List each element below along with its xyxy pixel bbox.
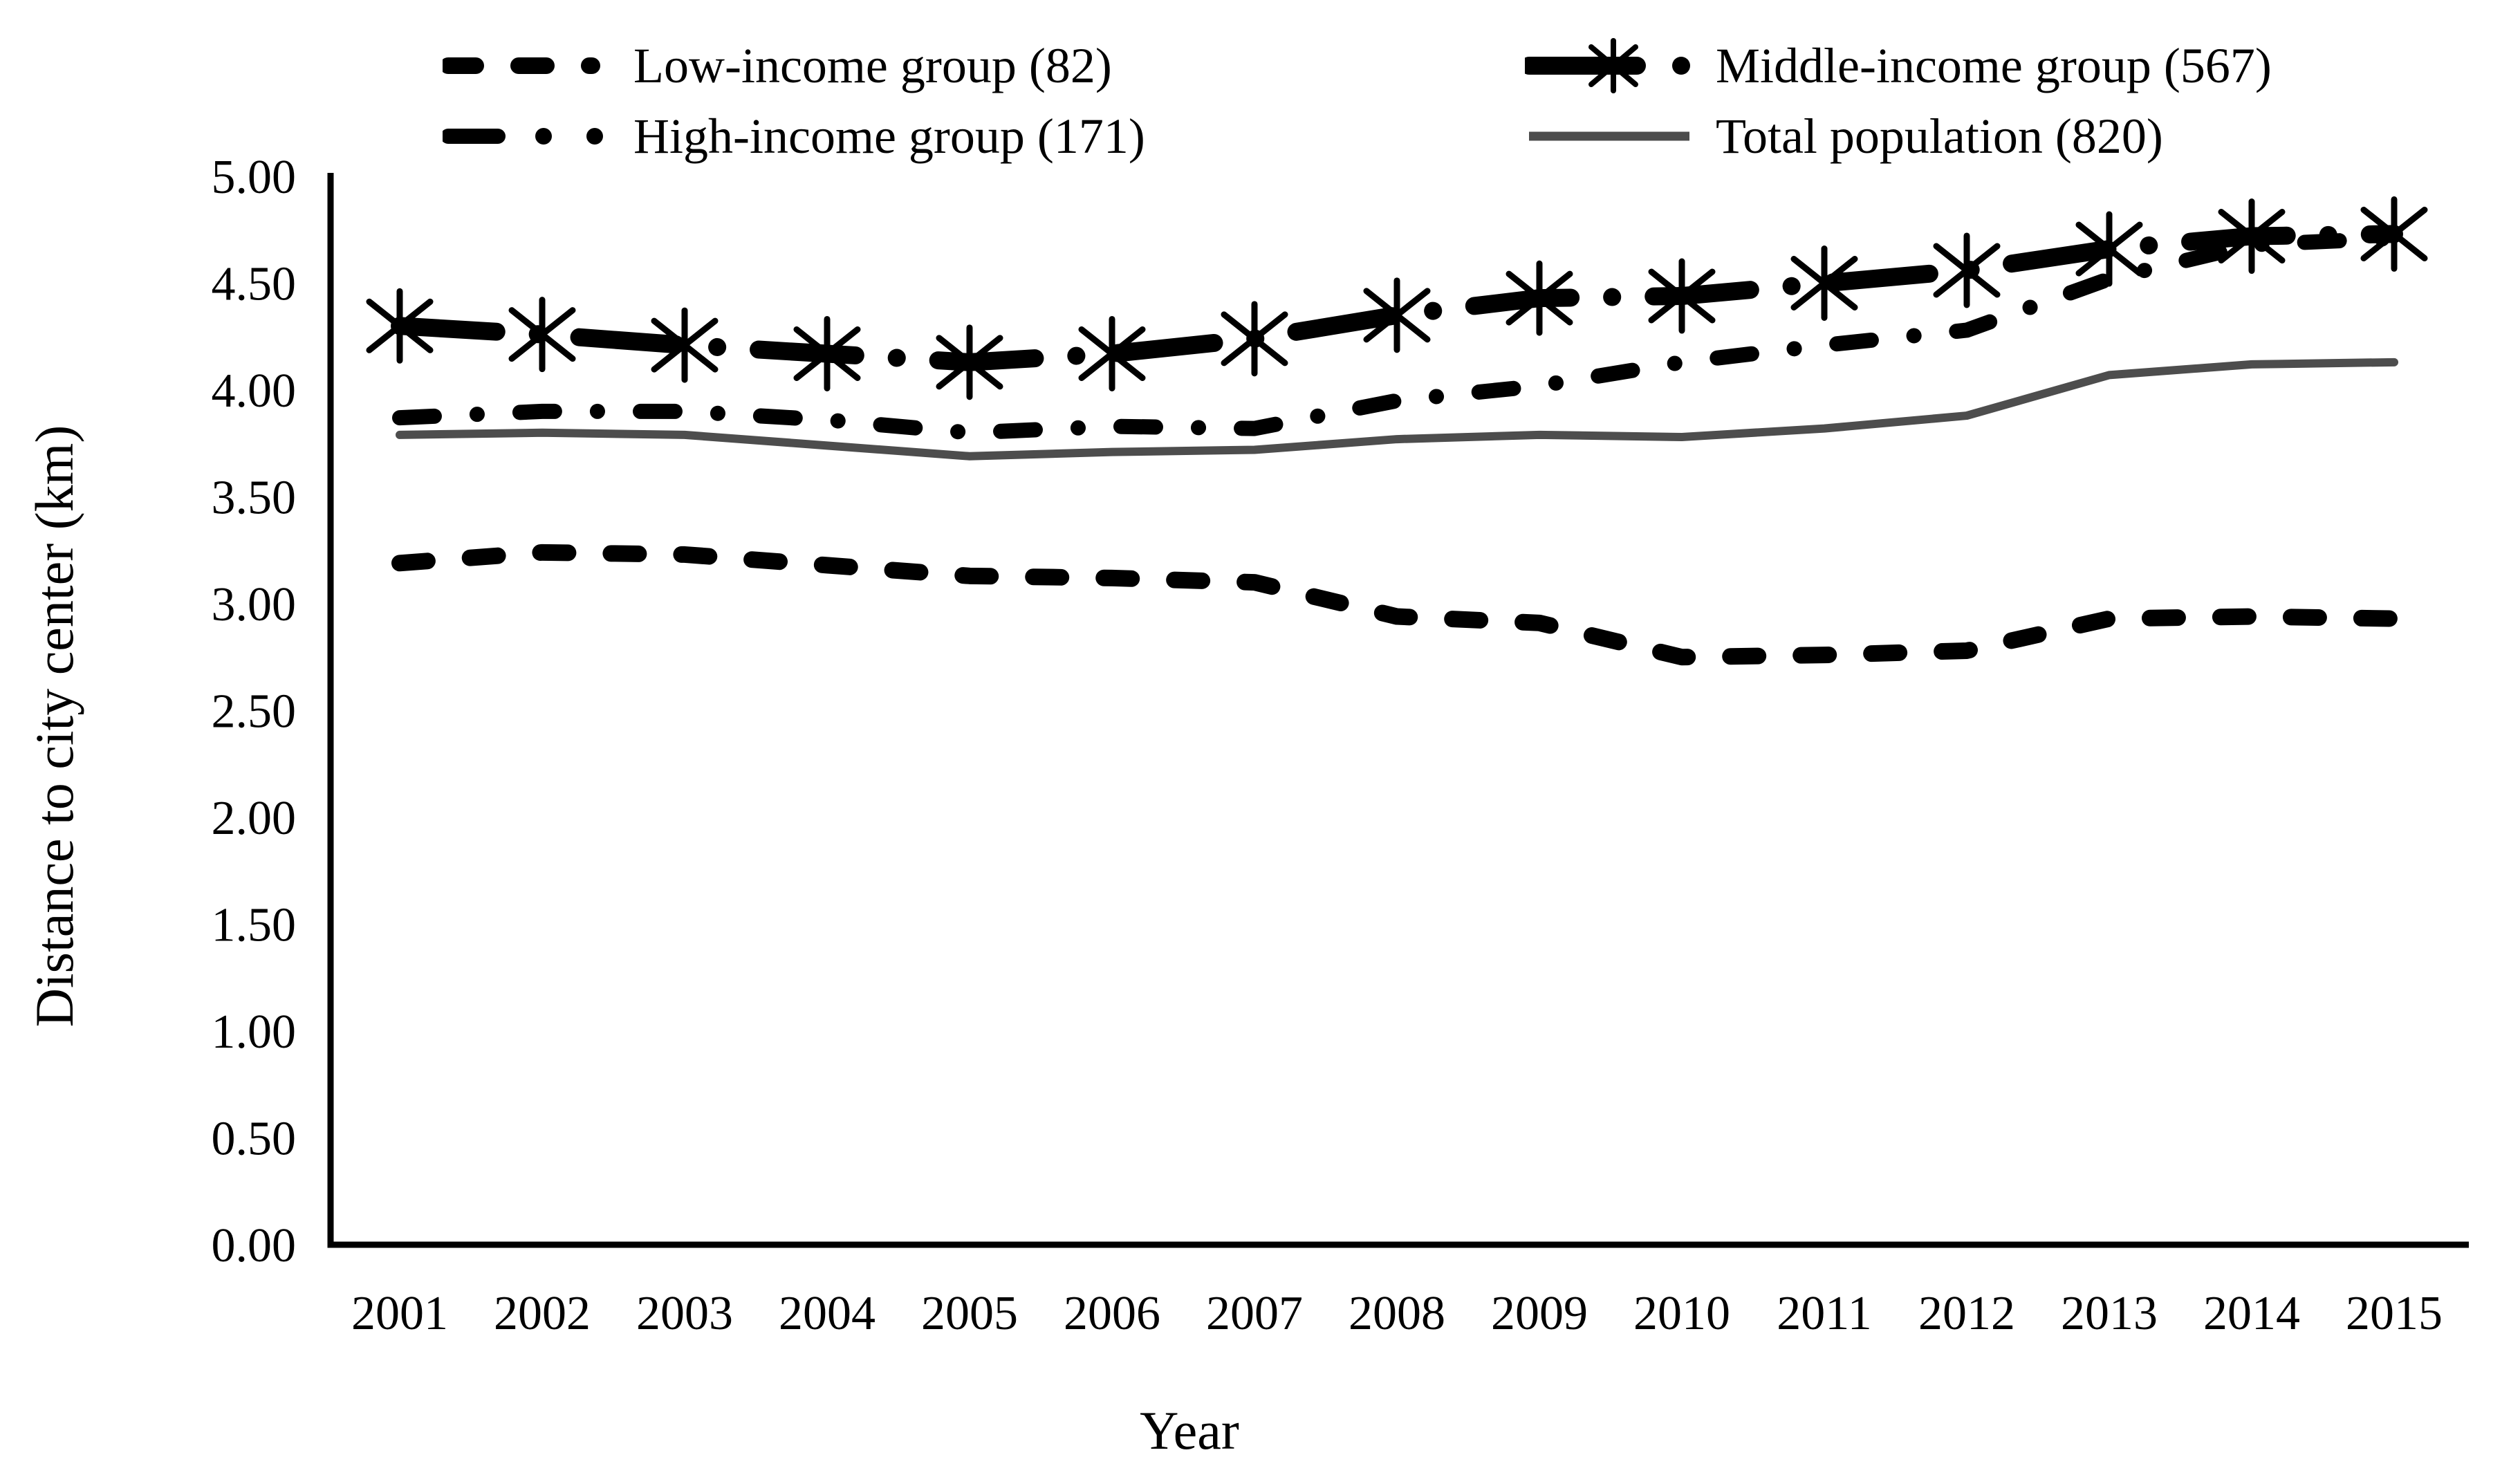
y-tick-label: 3.50: [212, 472, 297, 525]
asterisk-marker-icon: [1078, 315, 1146, 391]
asterisk-marker-icon: [1221, 301, 1288, 377]
asterisk-marker-icon: [2360, 196, 2428, 272]
x-tick-label: 2006: [1064, 1287, 1160, 1340]
y-tick-label: 5.00: [212, 151, 297, 204]
x-tick-label: 2008: [1349, 1287, 1445, 1340]
asterisk-marker-icon: [936, 324, 1003, 400]
x-tick-label: 2003: [636, 1287, 733, 1340]
y-tick-label: 4.50: [212, 258, 297, 311]
x-tick-label: 2009: [1491, 1287, 1588, 1340]
x-tick-label: 2004: [779, 1287, 875, 1340]
asterisk-marker-icon: [651, 307, 719, 383]
x-tick-label: 2005: [921, 1287, 1018, 1340]
asterisk-marker-icon: [1648, 258, 1716, 334]
asterisk-marker-icon: [793, 315, 861, 391]
x-axis-title: Year: [1140, 1400, 1239, 1460]
y-tick-label: 4.00: [212, 364, 297, 418]
legend-swatch-high-income-icon: [443, 128, 603, 145]
legend-item-low-income: Low-income group (82): [443, 38, 1112, 93]
legend-swatch-middle-income-icon: [1525, 38, 1690, 93]
y-tick-label: 1.50: [212, 899, 297, 952]
x-tick-label: 2015: [2346, 1287, 2443, 1340]
y-tick-label: 3.00: [212, 578, 297, 631]
x-tick-label: 2002: [494, 1287, 591, 1340]
legend-label-middle-income: Middle-income group (567): [1716, 37, 2272, 93]
x-tick-label: 2011: [1777, 1287, 1871, 1340]
legend-label-low-income: Low-income group (82): [633, 37, 1112, 93]
x-tick-label: 2001: [351, 1287, 448, 1340]
asterisk-marker-icon: [1790, 245, 1858, 321]
legend-item-middle-income: Middle-income group (567): [1525, 38, 2272, 93]
asterisk-marker-icon: [366, 288, 434, 364]
asterisk-marker-icon: [2075, 211, 2143, 287]
y-axis-title: Distance to city center (km): [24, 425, 84, 1028]
series-line-total-population-820-: [396, 358, 2398, 461]
legend-label-total-population: Total population (820): [1716, 108, 2163, 164]
series-line-high-income-group-171-: [392, 230, 2402, 440]
legend-swatch-total-population-icon: [1529, 131, 1689, 141]
legend-label-high-income: High-income group (171): [633, 108, 1145, 164]
legend-swatch-low-income-icon: [443, 57, 600, 74]
asterisk-marker-icon: [1505, 260, 1573, 336]
y-tick-label: 0.50: [212, 1113, 297, 1166]
asterisk-marker-icon: [1933, 232, 2001, 308]
asterisk-marker-icon: [1363, 277, 1431, 353]
legend-item-total-population: Total population (820): [1525, 109, 2163, 164]
x-tick-label: 2013: [2061, 1287, 2158, 1340]
axis-lines: [327, 173, 2469, 1248]
legend-item-high-income: High-income group (171): [443, 109, 1145, 164]
y-tick-label: 2.50: [212, 685, 297, 739]
asterisk-marker-icon: [2218, 198, 2286, 275]
x-tick-label: 2012: [1918, 1287, 2015, 1340]
x-tick-label: 2014: [2203, 1287, 2300, 1340]
y-tick-label: 1.00: [212, 1005, 297, 1059]
asterisk-marker-icon: [508, 297, 576, 373]
x-tick-label: 2007: [1206, 1287, 1303, 1340]
x-tick-label: 2010: [1633, 1287, 1730, 1340]
y-tick-label: 0.00: [212, 1219, 297, 1272]
y-tick-label: 2.00: [212, 792, 297, 845]
series-line-low-income-group-82-: [391, 544, 2402, 666]
